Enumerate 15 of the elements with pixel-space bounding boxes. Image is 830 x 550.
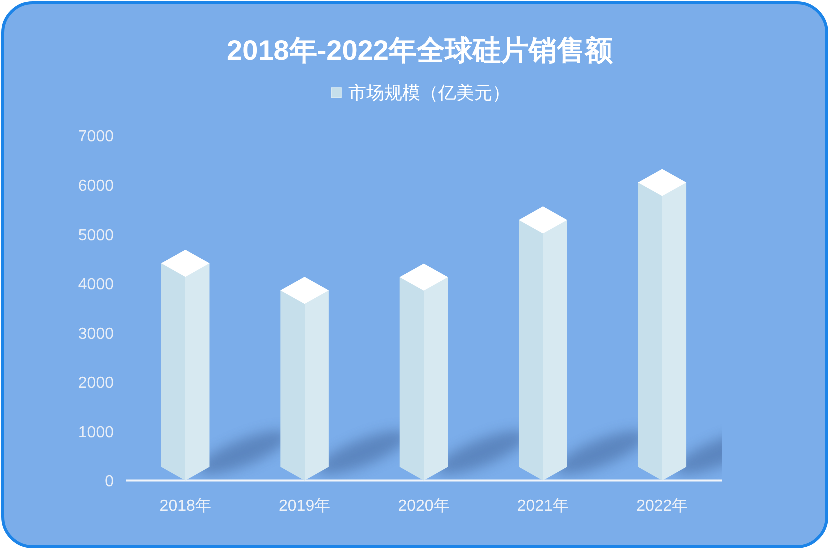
x-tick-label: 2021年 xyxy=(517,498,569,515)
x-tick-label: 2020年 xyxy=(398,498,450,515)
x-tick-label: 2022年 xyxy=(636,498,688,515)
legend-label: 市场规模（亿美元） xyxy=(348,83,510,103)
y-tick-label: 7000 xyxy=(78,128,114,146)
y-tick-label: 0 xyxy=(105,474,114,491)
y-tick-label: 1000 xyxy=(78,424,114,442)
y-tick-label: 5000 xyxy=(78,227,114,244)
x-tick-label: 2019年 xyxy=(279,498,331,515)
y-tick-label: 3000 xyxy=(78,326,114,343)
y-tick-label: 6000 xyxy=(78,178,114,195)
y-tick-label: 2000 xyxy=(78,375,114,392)
x-tick-label: 2018年 xyxy=(160,498,212,515)
y-tick-label: 4000 xyxy=(78,276,114,294)
chart-title: 2018年-2022年全球硅片销售额 xyxy=(227,35,614,66)
